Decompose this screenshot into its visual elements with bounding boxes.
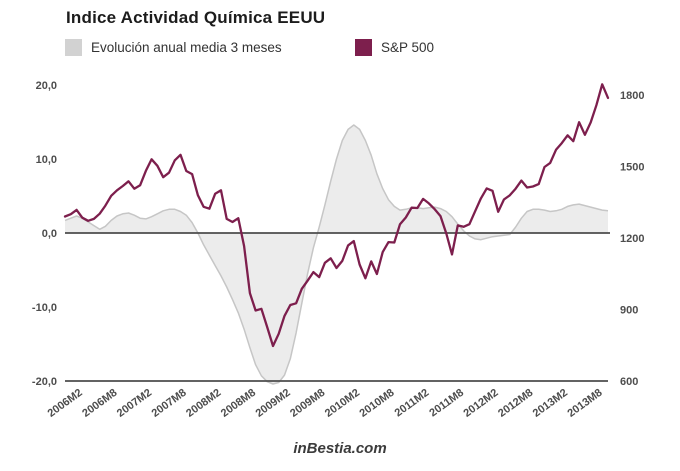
x-axis-tick-label: 2007M8	[150, 387, 189, 420]
legend-swatch-maroon	[355, 39, 372, 56]
legend-item-chemical-activity: Evolución anual media 3 meses	[65, 39, 282, 56]
chemical-activity-area	[65, 125, 608, 384]
x-axis-tick-label: 2011M8	[427, 387, 466, 420]
watermark: inBestia.com	[293, 440, 387, 457]
sp500-line	[63, 83, 610, 348]
left-axis-tick-label: 0,0	[42, 228, 57, 240]
right-axis-tick-label: 1500	[620, 162, 644, 174]
right-axis-tick-label: 1200	[620, 233, 644, 245]
left-axis-tick-label: 20,0	[36, 80, 57, 92]
legend-swatch-gray	[65, 39, 82, 56]
x-axis-tick-label: 2012M2	[461, 387, 500, 420]
x-axis-tick-label: 2008M2	[184, 387, 223, 420]
x-axis-tick-label: 2006M8	[80, 387, 119, 420]
x-axis-tick-label: 2009M8	[288, 387, 327, 420]
left-axis-tick-label: 10,0	[36, 154, 57, 166]
x-axis-tick-label: 2006M2	[46, 387, 85, 420]
right-axis-tick-label: 600	[620, 376, 638, 388]
legend-item-sp500: S&P 500	[355, 39, 434, 56]
right-axis-tick-label: 1800	[620, 90, 644, 102]
x-axis-tick-label: 2010M8	[357, 387, 396, 420]
chart-title: Indice Actividad Química EEUU	[66, 8, 326, 27]
x-axis-tick-label: 2008M8	[219, 387, 258, 420]
x-axis-tick-label: 2013M8	[565, 387, 604, 420]
legend-label-sp500: S&P 500	[381, 40, 435, 55]
x-axis-tick-label: 2012M8	[496, 387, 535, 420]
x-axis-tick-label: 2011M2	[393, 387, 432, 420]
x-axis-tick-label: 2007M2	[115, 387, 154, 420]
x-axis-tick-label: 2009M2	[254, 387, 293, 420]
legend-label-chemical-activity: Evolución anual media 3 meses	[91, 40, 282, 55]
x-axis-tick-label: 2010M2	[323, 387, 362, 420]
right-axis-tick-label: 900	[620, 305, 638, 317]
x-axis-tick-label: 2013M2	[531, 387, 570, 420]
left-axis-tick-label: -20,0	[32, 376, 57, 388]
left-axis-tick-label: -10,0	[32, 302, 57, 314]
chemical-activity-outline	[64, 124, 609, 385]
